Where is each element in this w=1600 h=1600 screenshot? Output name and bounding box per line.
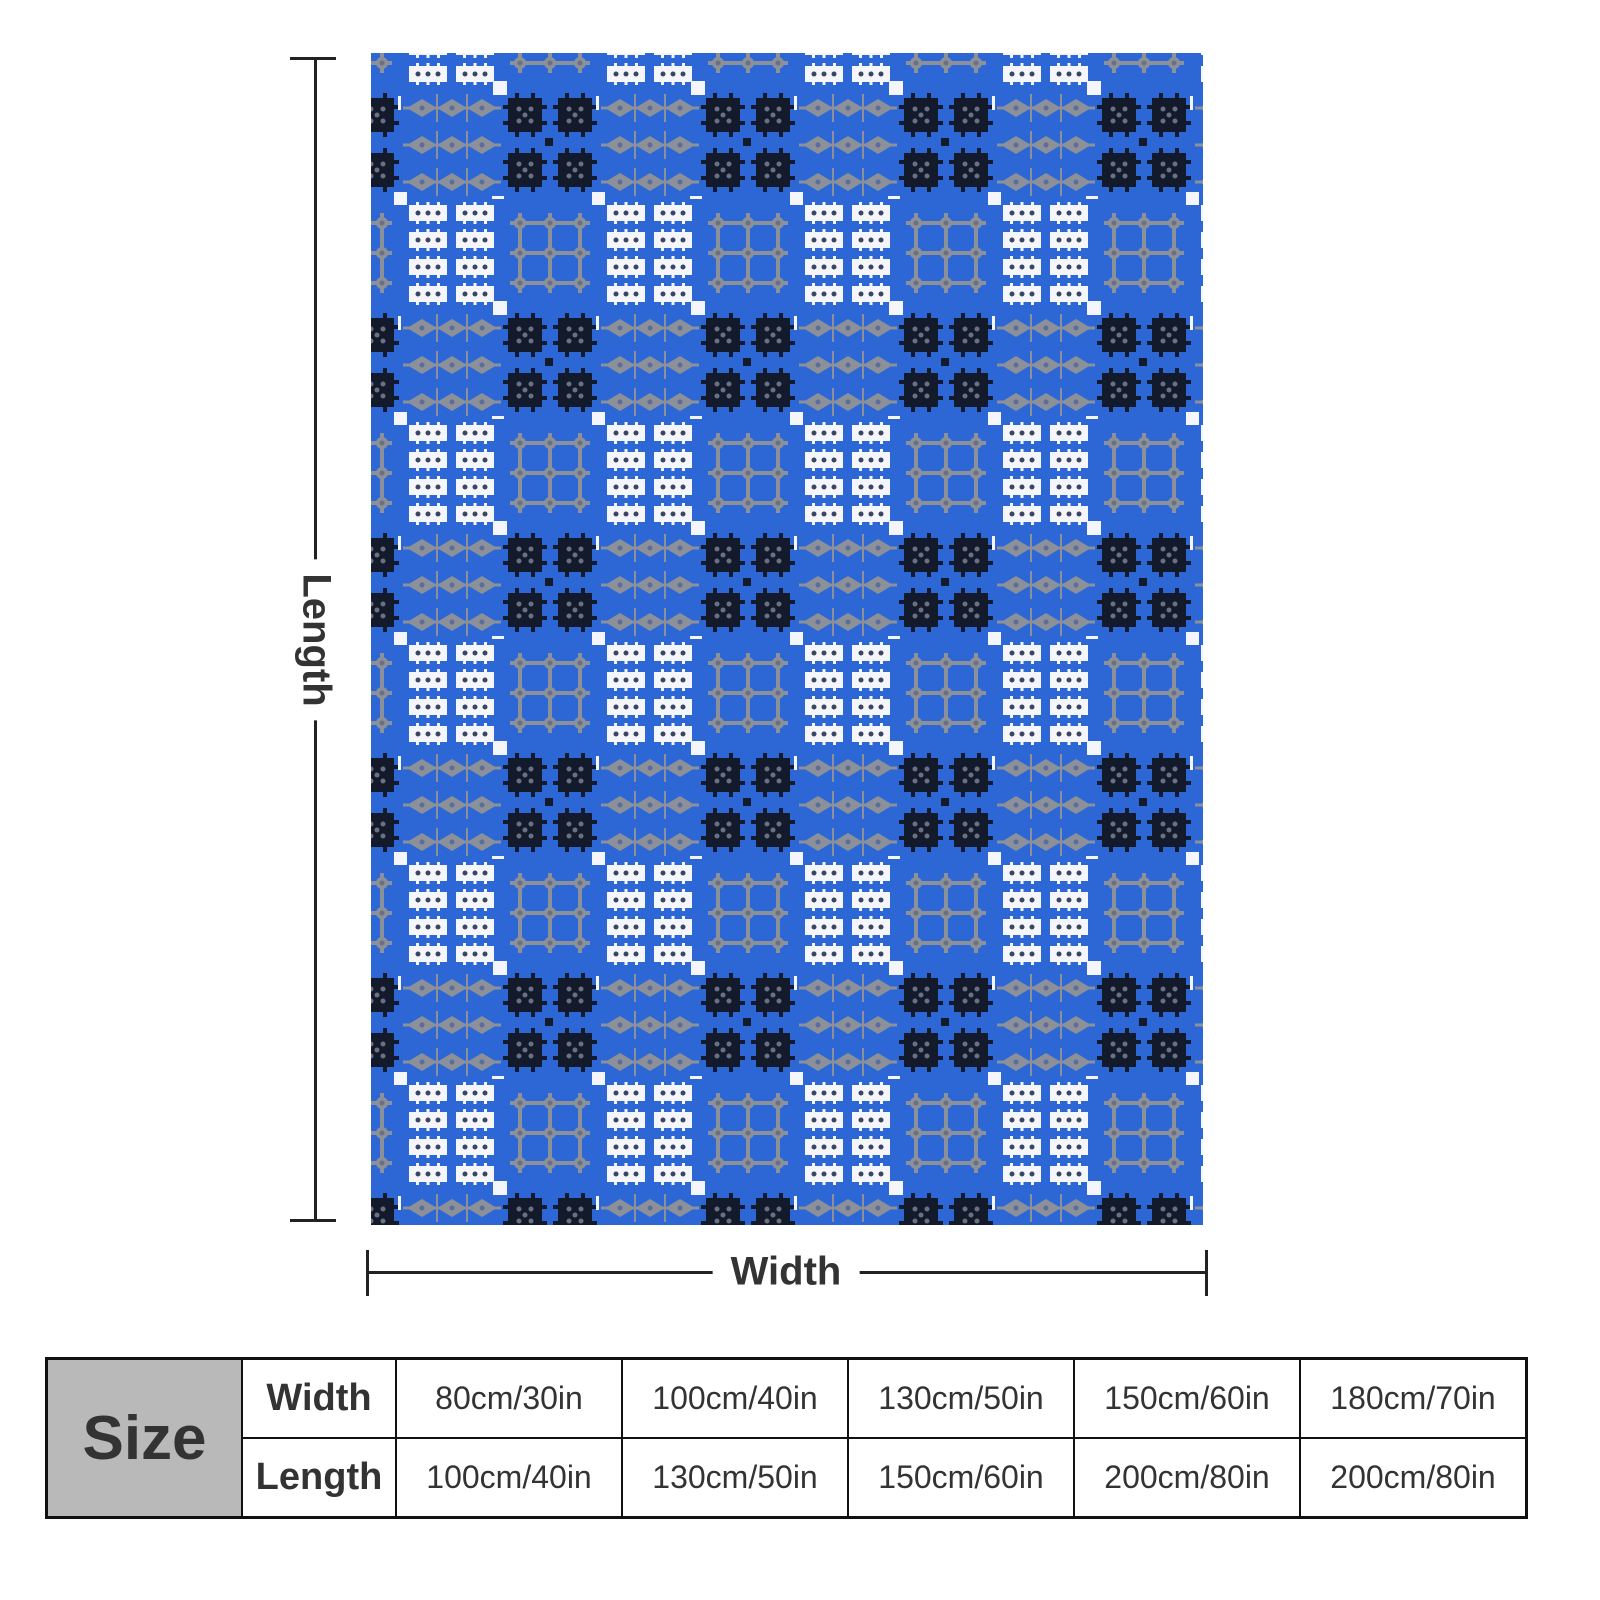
table-row-width: Size Width 80cm/30in 100cm/40in 130cm/50… xyxy=(45,1357,1528,1519)
width-value: 130cm/50in xyxy=(847,1357,1075,1439)
width-value: 80cm/30in xyxy=(395,1357,623,1439)
width-label: Width xyxy=(712,1249,860,1295)
length-bottom-cap xyxy=(290,1219,336,1222)
length-value: 130cm/50in xyxy=(621,1437,849,1519)
length-value: 200cm/80in xyxy=(1299,1437,1528,1519)
row-label-length: Length xyxy=(241,1437,397,1519)
width-value: 180cm/70in xyxy=(1299,1357,1528,1439)
width-value: 100cm/40in xyxy=(621,1357,849,1439)
length-value: 100cm/40in xyxy=(395,1437,623,1519)
size-title: Size xyxy=(45,1357,243,1519)
length-label: Length xyxy=(293,559,339,721)
blanket-pattern-image xyxy=(371,53,1203,1225)
width-value: 150cm/60in xyxy=(1073,1357,1301,1439)
row-label-width: Width xyxy=(241,1357,397,1439)
width-right-cap xyxy=(1205,1250,1208,1296)
length-top-cap xyxy=(290,57,336,60)
length-value: 150cm/60in xyxy=(847,1437,1075,1519)
width-left-cap xyxy=(366,1250,369,1296)
table-row-length: Length 100cm/40in 130cm/50in 150cm/60in … xyxy=(47,1437,1528,1519)
length-value: 200cm/80in xyxy=(1073,1437,1301,1519)
size-table: Size Width 80cm/30in 100cm/40in 130cm/50… xyxy=(45,1357,1528,1519)
